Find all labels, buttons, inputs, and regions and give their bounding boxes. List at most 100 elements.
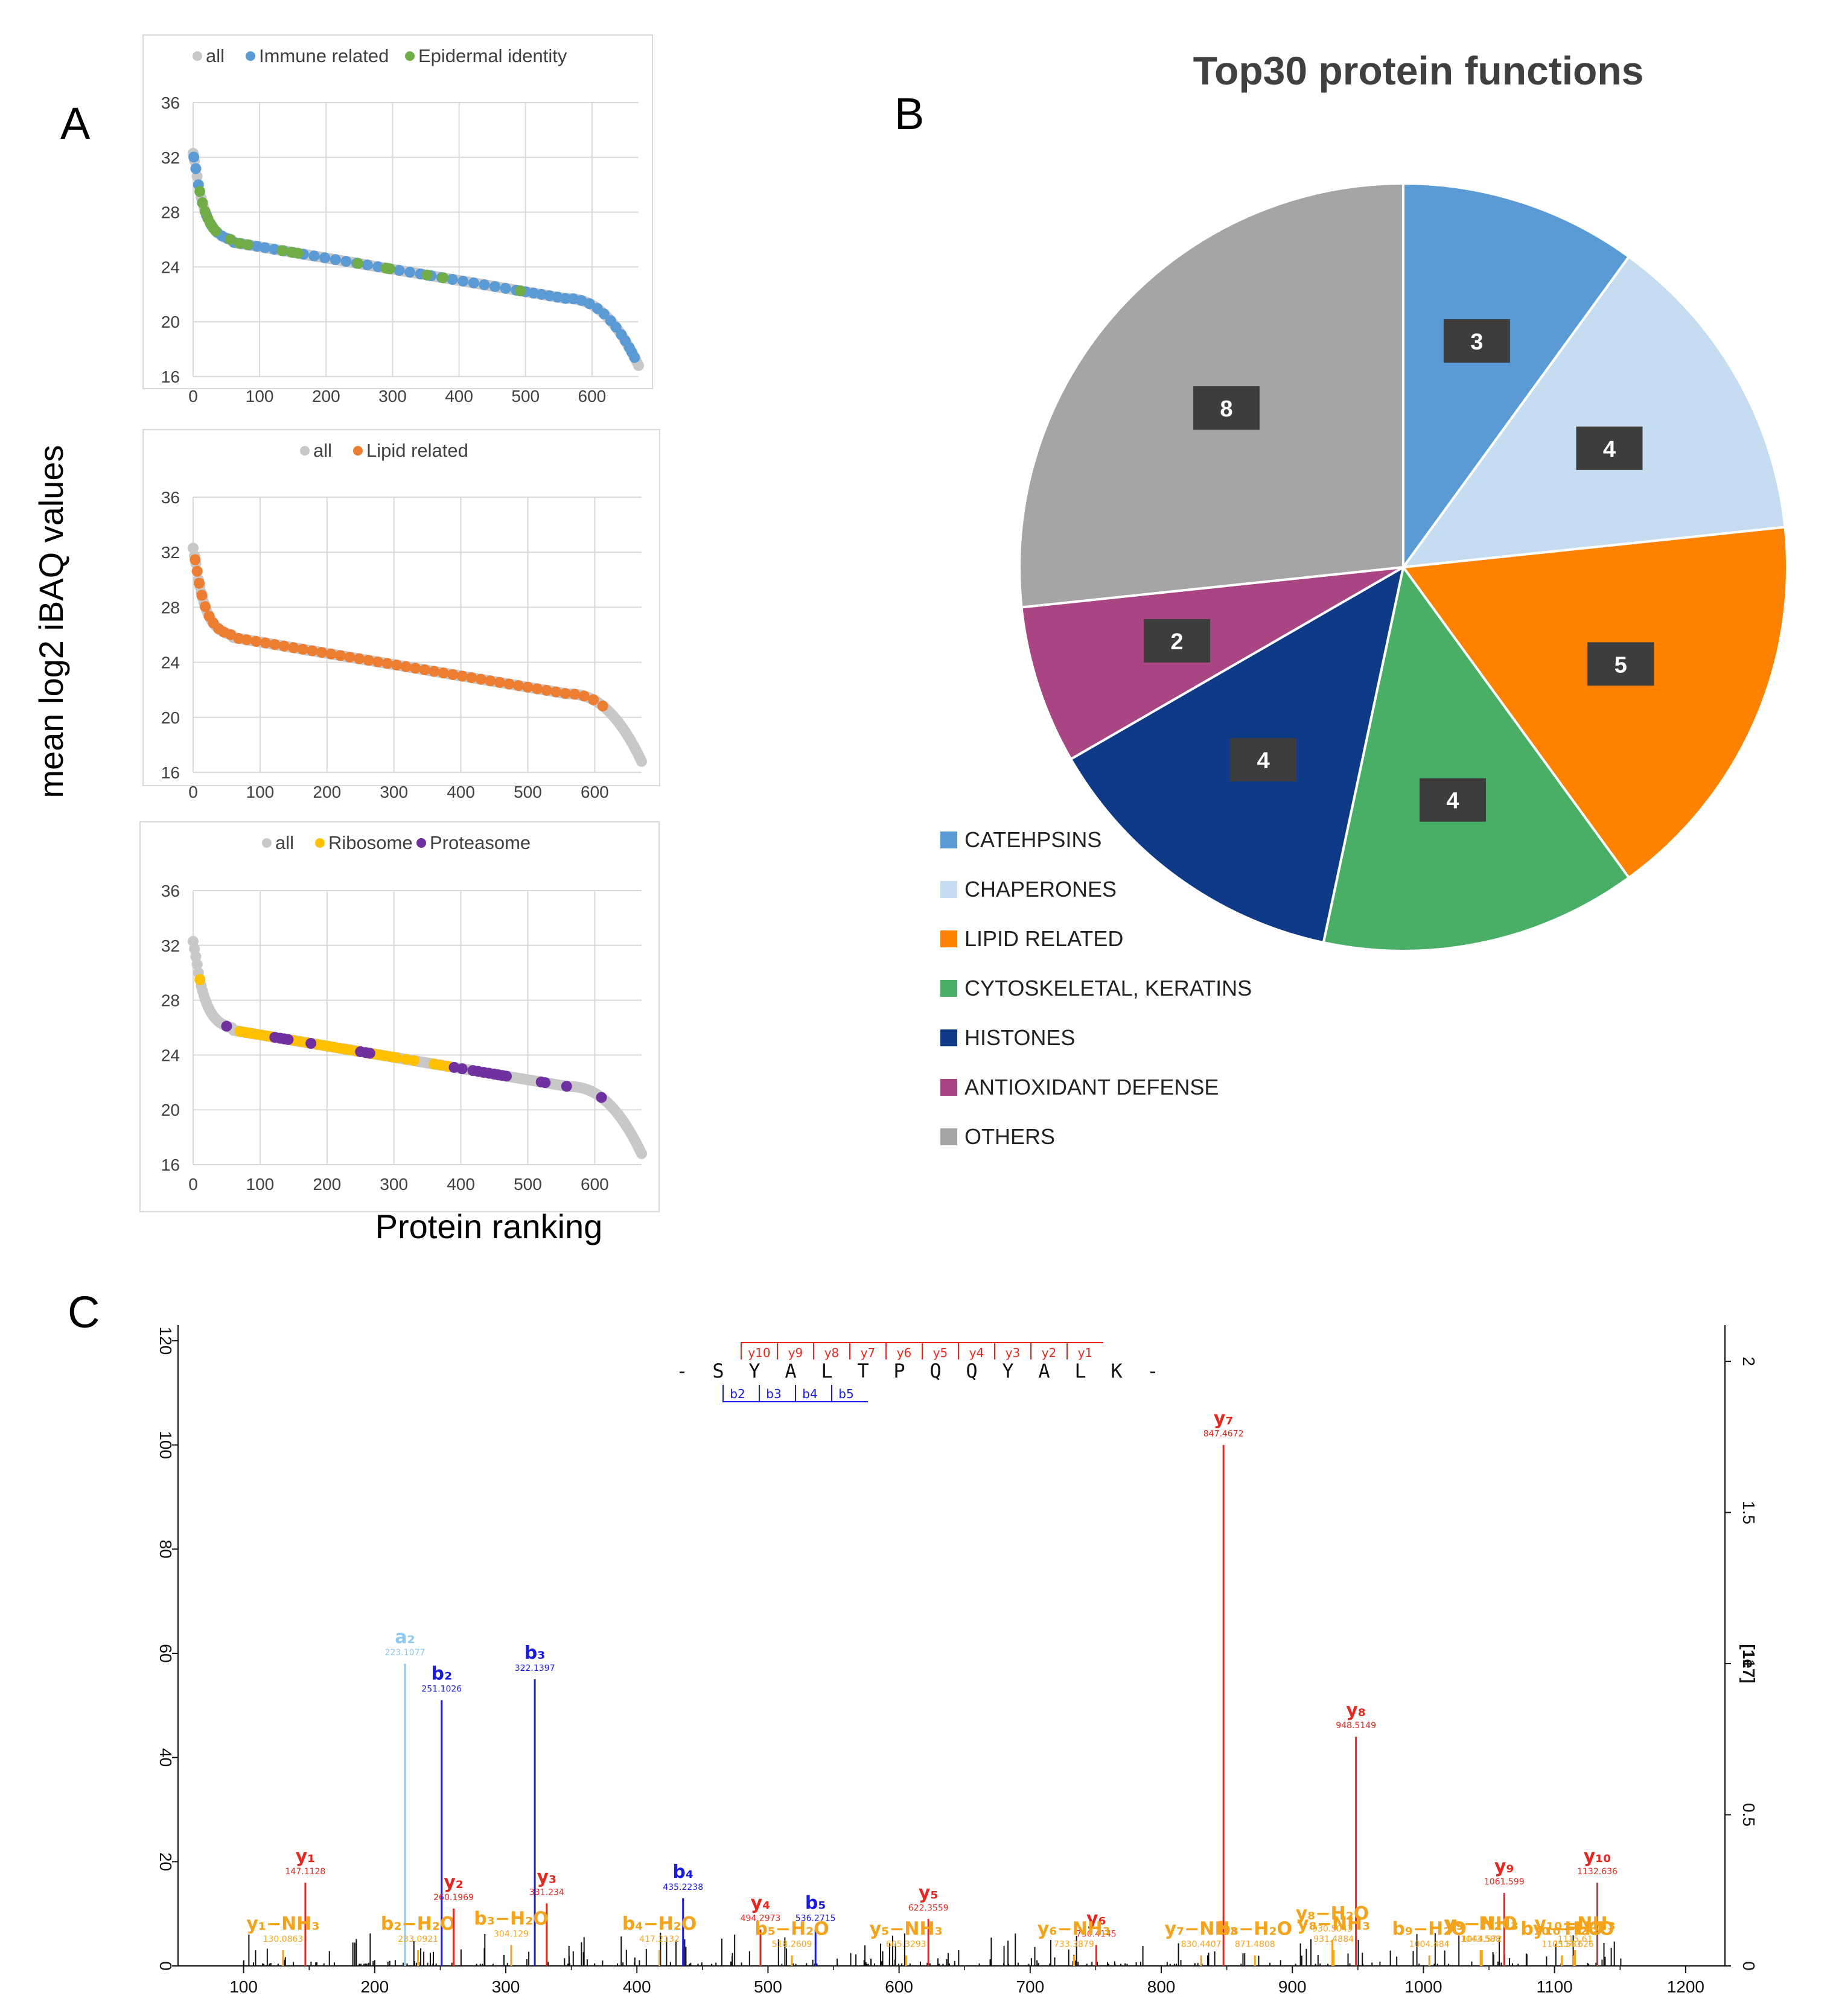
point-lipid (297, 644, 308, 655)
x-tick-label: 600 (581, 1175, 609, 1194)
panel-label-a: A (60, 98, 91, 148)
chart-frame (139, 821, 660, 1212)
x-tick-label: 200 (312, 387, 340, 405)
point-proteasome (561, 1081, 572, 1092)
peak-label: y₁₀−NH₃ (1534, 1913, 1615, 1935)
x-tick-label: 700 (1016, 1977, 1044, 1996)
point-lipid (597, 700, 608, 711)
y-tick-label: 36 (161, 488, 180, 507)
y-ion-box-label: y4 (969, 1346, 984, 1360)
y-tick-label: 100 (156, 1431, 175, 1459)
x-tick-label: 500 (514, 1175, 542, 1194)
point-immune (269, 244, 280, 255)
panel-b-pie-chart: Top30 protein functions 3 4 5 4 4 2 8 CATEHPSIN… (940, 48, 1788, 1149)
legend-label: Lipid related (366, 440, 468, 461)
y-ion-box-label: y7 (861, 1346, 876, 1360)
peak-mz: 304.129 (494, 1929, 529, 1939)
pie-slice-cytoskeletal (1322, 564, 1631, 952)
peak-label: y₉ (1494, 1856, 1514, 1877)
point-immune (190, 163, 202, 174)
point-epidermal (234, 238, 246, 249)
x-tick-label: 600 (885, 1977, 913, 1996)
y-ion-box-label: y8 (824, 1346, 840, 1360)
point-lipid (429, 666, 440, 677)
peak-mz: 1105.531 (1541, 1940, 1582, 1950)
pie-legend-swatch (940, 1128, 957, 1145)
point-lipid (541, 685, 552, 696)
scatter-chart-2: 16 20 24 28 32 36 0 100 200 300 400 500 600 all Lipid … (142, 429, 660, 801)
point-lipid (475, 673, 486, 685)
point-immune (457, 275, 469, 287)
pie-legend-label: LIPID RELATED (964, 926, 1123, 951)
point-epidermal (438, 272, 449, 284)
peak-mz: 223.1077 (385, 1648, 426, 1658)
peak-label: b₃−H₂O (474, 1908, 549, 1929)
legend-marker (300, 446, 310, 456)
point-epidermal (514, 285, 526, 296)
scatter-chart-3: 16 20 24 28 32 36 0 100 200 300 400 500 600 all Riboso… (139, 821, 660, 1212)
peak-label: y₇−NH₃ (1165, 1919, 1238, 1940)
point-epidermal (197, 197, 208, 209)
panel-a-xlabel: Protein ranking (375, 1207, 603, 1245)
b-ion-box-label: b3 (766, 1387, 781, 1401)
x-tick-label: 1000 (1404, 1977, 1442, 1996)
x-tick-label: 300 (380, 783, 408, 801)
peak-mz: 130.0863 (263, 1935, 304, 1944)
peak-label: b₈−H₂O (1218, 1919, 1293, 1940)
pie-legend-label: HISTONES (964, 1025, 1075, 1050)
peak-label: y₆ (1086, 1908, 1106, 1929)
x-tick-label: 1200 (1667, 1977, 1704, 1996)
x-tick-label: 900 (1278, 1977, 1307, 1996)
point-lipid (288, 642, 299, 653)
panel-a-ylabel: mean log2 iBAQ values (32, 445, 70, 798)
point-epidermal (421, 269, 433, 281)
point-immune (468, 277, 479, 288)
x-tick-label: 400 (447, 1175, 475, 1194)
point-immune (372, 261, 384, 273)
peak-mz: 536.2715 (795, 1914, 836, 1924)
peak-mz: 750.4145 (1076, 1929, 1117, 1939)
x-tick-label: 300 (380, 1175, 408, 1194)
sequence-residue: K (1111, 1359, 1123, 1382)
point-lipid (381, 658, 393, 669)
legend-label: Proteasome (430, 832, 531, 853)
peak-label: a₂ (395, 1627, 415, 1648)
point-lipid (503, 678, 515, 690)
b-ion-box-label: b5 (838, 1387, 853, 1401)
peak-mz: 1004.484 (1409, 1940, 1450, 1950)
point-epidermal (384, 263, 396, 275)
point-lipid (334, 650, 346, 661)
pie-slice-lipid_pie (1401, 526, 1788, 880)
point-immune (528, 287, 539, 299)
b-ion-bracket (722, 1385, 759, 1402)
y-ion-box-label: y1 (1078, 1346, 1093, 1360)
point-immune (598, 308, 610, 320)
point-proteasome (500, 1070, 512, 1082)
point-immune (500, 282, 511, 294)
sequence-residue: L (1074, 1359, 1086, 1382)
x-tick-label: 0 (188, 783, 198, 801)
point-lipid (199, 601, 211, 612)
sequence-residue: T (857, 1359, 869, 1382)
peak-mz: 622.3559 (908, 1903, 949, 1913)
peak-label: y₈ (1346, 1700, 1366, 1721)
point-ribosome (400, 1054, 412, 1065)
point-proteasome (305, 1038, 317, 1049)
x-tick-label: 500 (511, 387, 540, 405)
point-all (191, 959, 203, 970)
y-ion-bracket (885, 1342, 922, 1359)
point-lipid (233, 633, 244, 644)
point-proteasome (540, 1077, 551, 1089)
x-tick-label: 600 (578, 387, 607, 405)
peak-label: b₄−H₂O (622, 1913, 697, 1935)
y-tick-label: 0 (156, 1961, 175, 1971)
peak-mz: 494.2973 (741, 1914, 781, 1924)
x-tick-label: 100 (246, 1175, 275, 1194)
pie-slice-chaperones (1400, 255, 1787, 569)
point-lipid (588, 694, 599, 705)
peak-mz: 1115.61 (1558, 1935, 1593, 1944)
peak-label: y₅−NH₃ (870, 1919, 943, 1940)
legend-label: Immune related (259, 45, 389, 66)
y2-tick-label: 2 (1739, 1356, 1758, 1366)
